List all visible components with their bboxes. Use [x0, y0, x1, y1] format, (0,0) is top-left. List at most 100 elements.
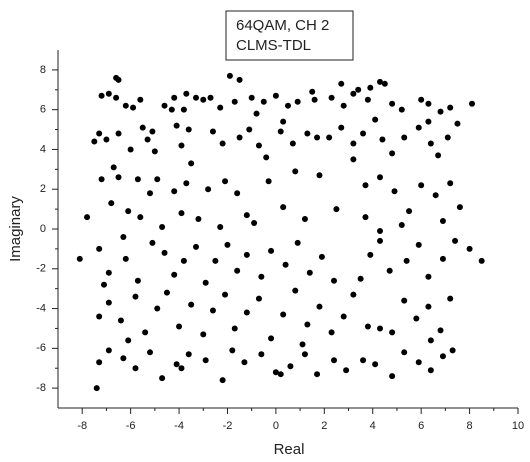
point [280, 118, 287, 125]
point [386, 267, 393, 274]
y-tick-label: 6 [40, 104, 46, 116]
point [439, 255, 446, 262]
point [161, 102, 168, 109]
point [246, 126, 253, 133]
point [437, 327, 444, 334]
point [120, 355, 127, 362]
point [333, 206, 340, 213]
x-tick-label: -8 [77, 420, 87, 432]
point [185, 351, 192, 358]
point [340, 102, 347, 109]
point [122, 102, 129, 109]
point [314, 134, 321, 141]
point [444, 134, 451, 141]
point [427, 337, 434, 344]
point [125, 337, 132, 344]
point [301, 351, 308, 358]
point [243, 212, 250, 219]
point [272, 369, 279, 376]
point [447, 104, 454, 111]
point [236, 76, 243, 83]
point [96, 245, 103, 252]
point [304, 130, 311, 137]
point [350, 140, 357, 147]
point [243, 309, 250, 316]
point [130, 104, 137, 111]
point [180, 257, 187, 264]
point [389, 100, 396, 107]
point [372, 361, 379, 368]
point [285, 102, 291, 109]
point [108, 200, 115, 207]
point [331, 277, 337, 284]
point [147, 190, 153, 197]
point [381, 80, 388, 87]
point [389, 150, 396, 157]
x-tick-label: 6 [418, 420, 424, 432]
x-tick-label: -6 [126, 420, 136, 432]
point [379, 136, 386, 143]
point [355, 86, 362, 93]
point [134, 176, 141, 183]
point [93, 385, 100, 392]
chart-title: 64QAM, CH 2 [236, 17, 329, 34]
point [425, 100, 432, 107]
point [360, 357, 367, 364]
point [234, 267, 241, 274]
point [456, 204, 463, 211]
point [142, 329, 149, 336]
point [338, 80, 345, 87]
point [171, 188, 178, 195]
point [447, 180, 454, 187]
point [84, 214, 91, 221]
point [248, 94, 255, 101]
point [149, 239, 156, 246]
point [372, 116, 379, 123]
point [292, 287, 299, 294]
point [180, 106, 187, 113]
point [105, 90, 112, 97]
point [96, 359, 103, 366]
point [292, 168, 299, 175]
point [159, 375, 166, 382]
point [427, 367, 434, 374]
point [207, 94, 214, 101]
point [98, 176, 105, 183]
point [219, 377, 226, 384]
point [282, 261, 289, 268]
point [229, 347, 236, 354]
point [105, 347, 112, 354]
point [205, 186, 212, 193]
point [425, 303, 432, 310]
point [139, 124, 146, 131]
point [173, 122, 180, 129]
point [209, 128, 216, 135]
y-tick-label: 2 [40, 183, 46, 195]
x-tick-label: 0 [273, 420, 279, 432]
point [217, 224, 224, 231]
point [316, 303, 323, 310]
point [415, 241, 422, 248]
point [377, 227, 383, 234]
title-box [225, 10, 354, 61]
y-tick-label: -8 [36, 382, 46, 394]
point [137, 96, 144, 103]
point [132, 365, 139, 372]
point [469, 100, 475, 107]
point [343, 367, 350, 374]
point [243, 251, 250, 258]
point [219, 140, 226, 147]
point [222, 291, 229, 298]
point [173, 361, 180, 368]
point [311, 96, 318, 103]
point [439, 218, 446, 225]
point [231, 325, 238, 332]
point [439, 353, 446, 360]
point [268, 335, 275, 342]
y-tick-label: -2 [36, 263, 46, 275]
point [255, 295, 262, 302]
point [101, 281, 107, 288]
point [151, 148, 158, 155]
point [316, 172, 323, 179]
point [435, 152, 442, 159]
